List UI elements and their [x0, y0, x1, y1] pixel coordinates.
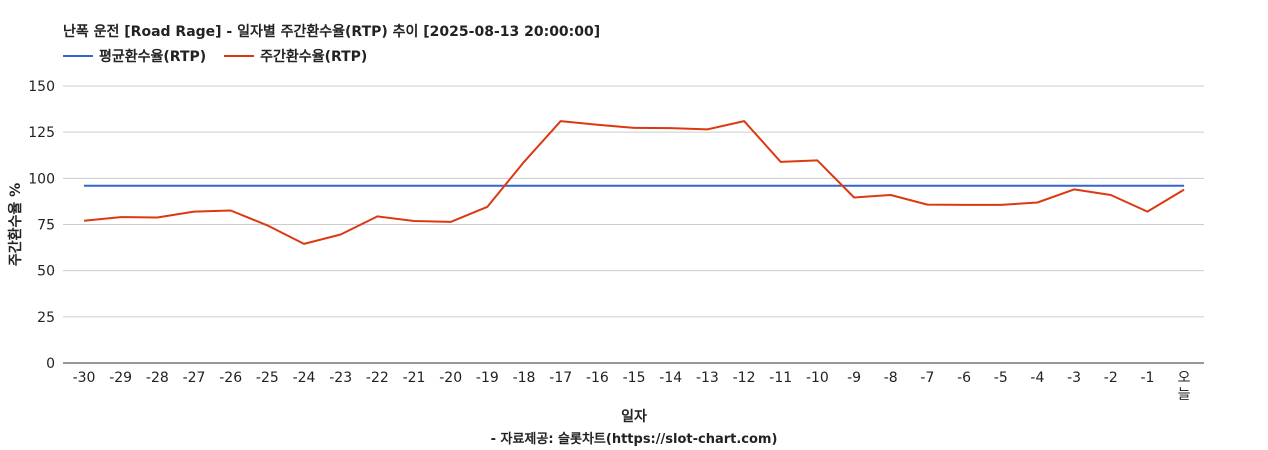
y-tick-label: 0: [46, 356, 55, 372]
x-tick-label: -30: [73, 370, 96, 386]
y-tick-label: 100: [28, 171, 55, 187]
x-tick-label: -12: [733, 370, 756, 386]
y-tick-label: 125: [28, 125, 55, 141]
y-tick-label: 75: [37, 218, 55, 234]
legend-label-average: 평균환수율(RTP): [99, 49, 207, 65]
y-tick-label: 50: [37, 264, 55, 280]
x-tick-label: -15: [623, 370, 646, 386]
x-tick-label: -2: [1104, 370, 1118, 386]
x-tick-label: -21: [403, 370, 426, 386]
x-tick-label: -4: [1030, 370, 1044, 386]
x-tick-label: -23: [329, 370, 352, 386]
legend-label-weekly: 주간환수율(RTP): [260, 49, 368, 65]
series-line-weekly: [83, 120, 1185, 245]
x-tick-label: -14: [659, 370, 682, 386]
x-tick-label: -18: [513, 370, 536, 386]
source-credit: - 자료제공: 슬롯차트(https://slot-chart.com): [490, 432, 778, 447]
x-tick-label: -7: [920, 370, 934, 386]
x-tick-label: -24: [293, 370, 316, 386]
y-tick-label: 25: [37, 310, 55, 326]
legend-item-average[interactable]: 평균환수율(RTP): [63, 46, 206, 66]
x-tick-label: -3: [1067, 370, 1081, 386]
x-tick-label: -22: [366, 370, 389, 386]
x-axis-label: 일자: [621, 409, 647, 425]
x-tick-label: -5: [994, 370, 1008, 386]
x-tick-label: -9: [847, 370, 861, 386]
x-tick-label: -26: [219, 370, 242, 386]
x-tick-label: -1: [1140, 370, 1154, 386]
x-tick-label: -27: [183, 370, 206, 386]
x-tick-label: -19: [476, 370, 499, 386]
x-tick-label: -25: [256, 370, 279, 386]
x-tick-label: -20: [439, 370, 462, 386]
x-tick-label: -29: [109, 370, 132, 386]
legend-item-weekly[interactable]: 주간환수율(RTP): [224, 46, 367, 66]
x-tick-label: -13: [696, 370, 719, 386]
x-tick-label: -28: [146, 370, 169, 386]
x-tick-label: -6: [957, 370, 971, 386]
x-tick-label: -10: [806, 370, 829, 386]
x-tick-label: -16: [586, 370, 609, 386]
y-tick-label: 150: [28, 79, 55, 95]
legend-swatch-average: [63, 55, 93, 57]
y-axis-label: 주간환수율 %: [7, 183, 24, 266]
x-tick-label: -17: [549, 370, 572, 386]
legend-swatch-weekly: [224, 55, 255, 57]
chart-title: 난폭 운전 [Road Rage] - 일자별 주간환수율(RTP) 추이 [2…: [63, 24, 601, 40]
x-tick-label: -11: [769, 370, 792, 386]
x-tick-label: -8: [884, 370, 898, 386]
legend: 평균환수율(RTP) 주간환수율(RTP): [63, 46, 367, 66]
